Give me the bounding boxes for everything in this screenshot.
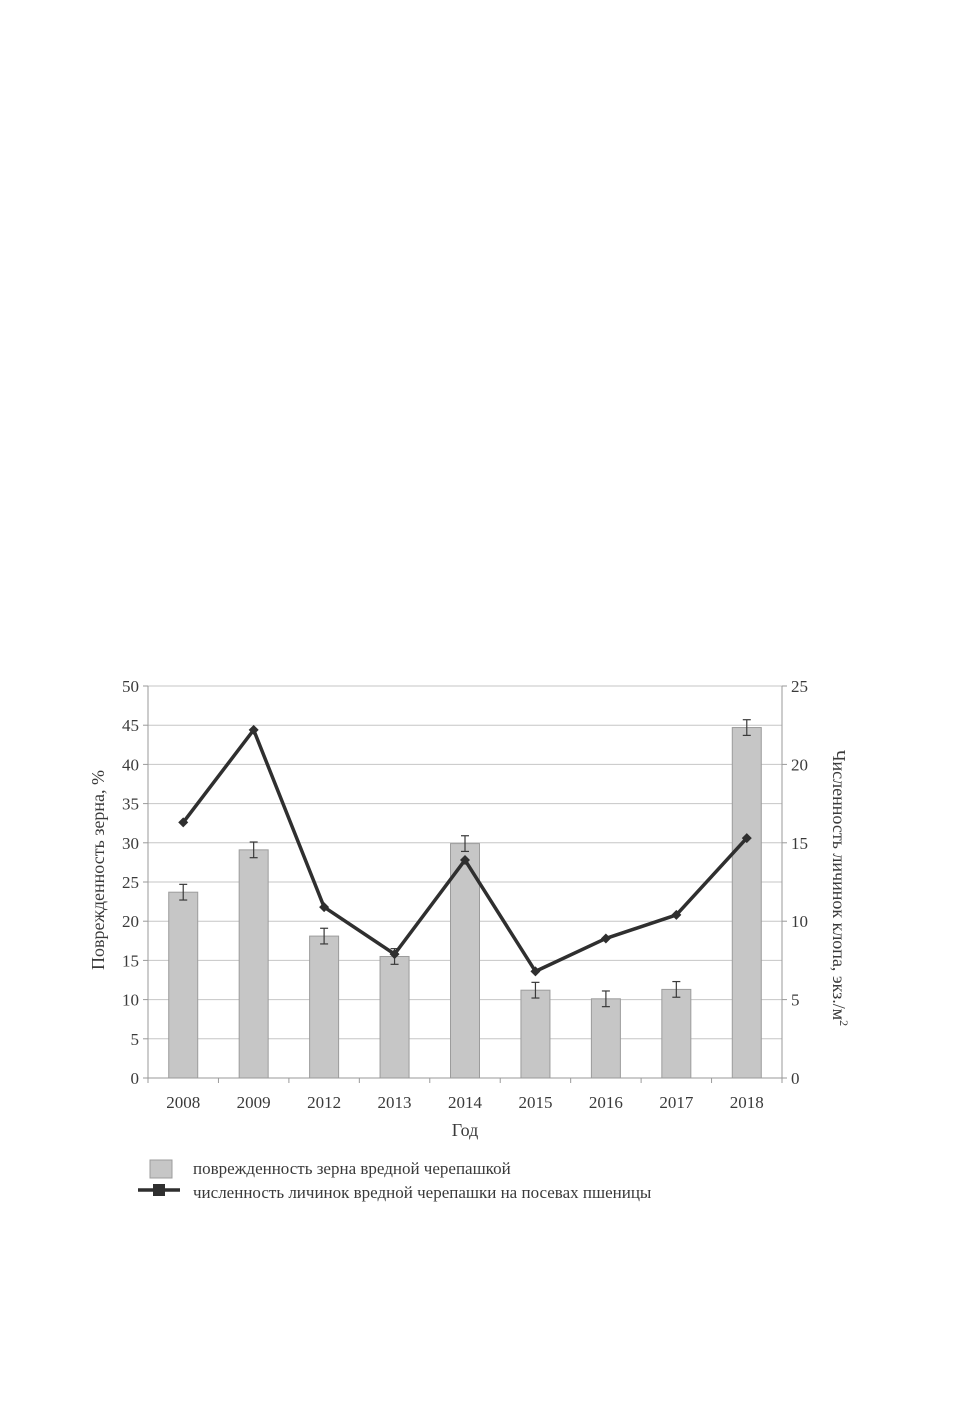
line-point-2015: [530, 966, 541, 977]
y-tick-label-left-15: 15: [122, 951, 139, 970]
y-tick-label-right-0: 0: [791, 1069, 800, 1088]
y-axis-title-right-superscript: 2: [837, 1020, 851, 1026]
x-tick-label-2015: 2015: [518, 1093, 552, 1112]
line-point-2017: [671, 909, 682, 920]
y-tick-label-left-10: 10: [122, 991, 139, 1010]
y-tick-label-left-50: 50: [122, 677, 139, 696]
x-tick-label-2013: 2013: [378, 1093, 412, 1112]
line-point-2008: [178, 817, 189, 828]
legend-label-line: численность личинок вредной черепашки на…: [193, 1183, 652, 1202]
error-bars: [179, 719, 751, 1008]
bar-2013: [379, 955, 410, 1079]
bar-2012: [309, 935, 340, 1079]
y-tick-label-right-25: 25: [791, 677, 808, 696]
tick-labels: 0 5 10 15 20 25 30 35 40 45 50 0 5 10 15 20 25 2008 2009 20…: [122, 677, 808, 1112]
x-tick-label-2009: 2009: [237, 1093, 271, 1112]
line-point-2013: [389, 949, 400, 960]
y-tick-label-right-20: 20: [791, 755, 808, 774]
error-bar-2017: [672, 980, 681, 998]
legend-swatch-bar: [149, 1159, 173, 1179]
error-bar-2015: [531, 981, 540, 999]
bar-2015: [520, 989, 551, 1079]
x-tick-label-2014: 2014: [448, 1093, 483, 1112]
bar-2009: [238, 849, 269, 1079]
y-tick-label-left-45: 45: [122, 716, 139, 735]
line-point-2009: [248, 724, 259, 735]
x-tick-label-2008: 2008: [166, 1093, 200, 1112]
y-axis-title-right: Численность личинок клопа, экз./м2: [829, 750, 851, 1026]
line-series: [178, 724, 752, 977]
x-tick-label-2017: 2017: [659, 1093, 694, 1112]
x-tick-label-2012: 2012: [307, 1093, 341, 1112]
y-tick-label-left-20: 20: [122, 912, 139, 931]
bars: [168, 727, 762, 1079]
x-tick-label-2018: 2018: [730, 1093, 764, 1112]
y-axis-title-right-text: Численность личинок клопа, экз./м: [829, 750, 849, 1020]
bar-2008: [168, 891, 199, 1079]
axes: [143, 685, 787, 1083]
y-tick-label-right-15: 15: [791, 834, 808, 853]
bar-2016: [590, 998, 621, 1079]
y-tick-label-left-30: 30: [122, 834, 139, 853]
line-point-2018: [741, 833, 752, 844]
y-tick-label-left-40: 40: [122, 755, 139, 774]
y-axis-title-left: Поврежденность зерна, %: [88, 770, 108, 970]
y-tick-label-left-25: 25: [122, 873, 139, 892]
error-bar-2014: [461, 835, 469, 853]
legend-label-bar: поврежденность зерна вредной черепашкой: [193, 1159, 511, 1178]
y-tick-label-right-5: 5: [791, 991, 800, 1010]
line-point-2012: [319, 902, 330, 913]
error-bar-2008: [179, 883, 188, 901]
bar-2018: [731, 727, 762, 1079]
y-tick-label-right-10: 10: [791, 912, 808, 931]
line-point-2014: [460, 855, 470, 866]
x-axis-title: Год: [452, 1120, 478, 1140]
error-bar-2012: [320, 927, 329, 945]
y-tick-label-left-5: 5: [131, 1030, 140, 1049]
legend-swatch-line-marker: [153, 1184, 165, 1196]
error-bar-2009: [249, 841, 258, 859]
x-tick-label-2016: 2016: [589, 1093, 623, 1112]
y-tick-label-left-0: 0: [131, 1069, 140, 1088]
error-bar-2016: [601, 990, 610, 1008]
error-bar-2018: [742, 719, 751, 736]
line-point-2016: [600, 933, 611, 944]
legend: поврежденность зерна вредной черепашкой …: [138, 1159, 652, 1202]
bar-2017: [661, 988, 692, 1079]
y-tick-label-left-35: 35: [122, 795, 139, 814]
